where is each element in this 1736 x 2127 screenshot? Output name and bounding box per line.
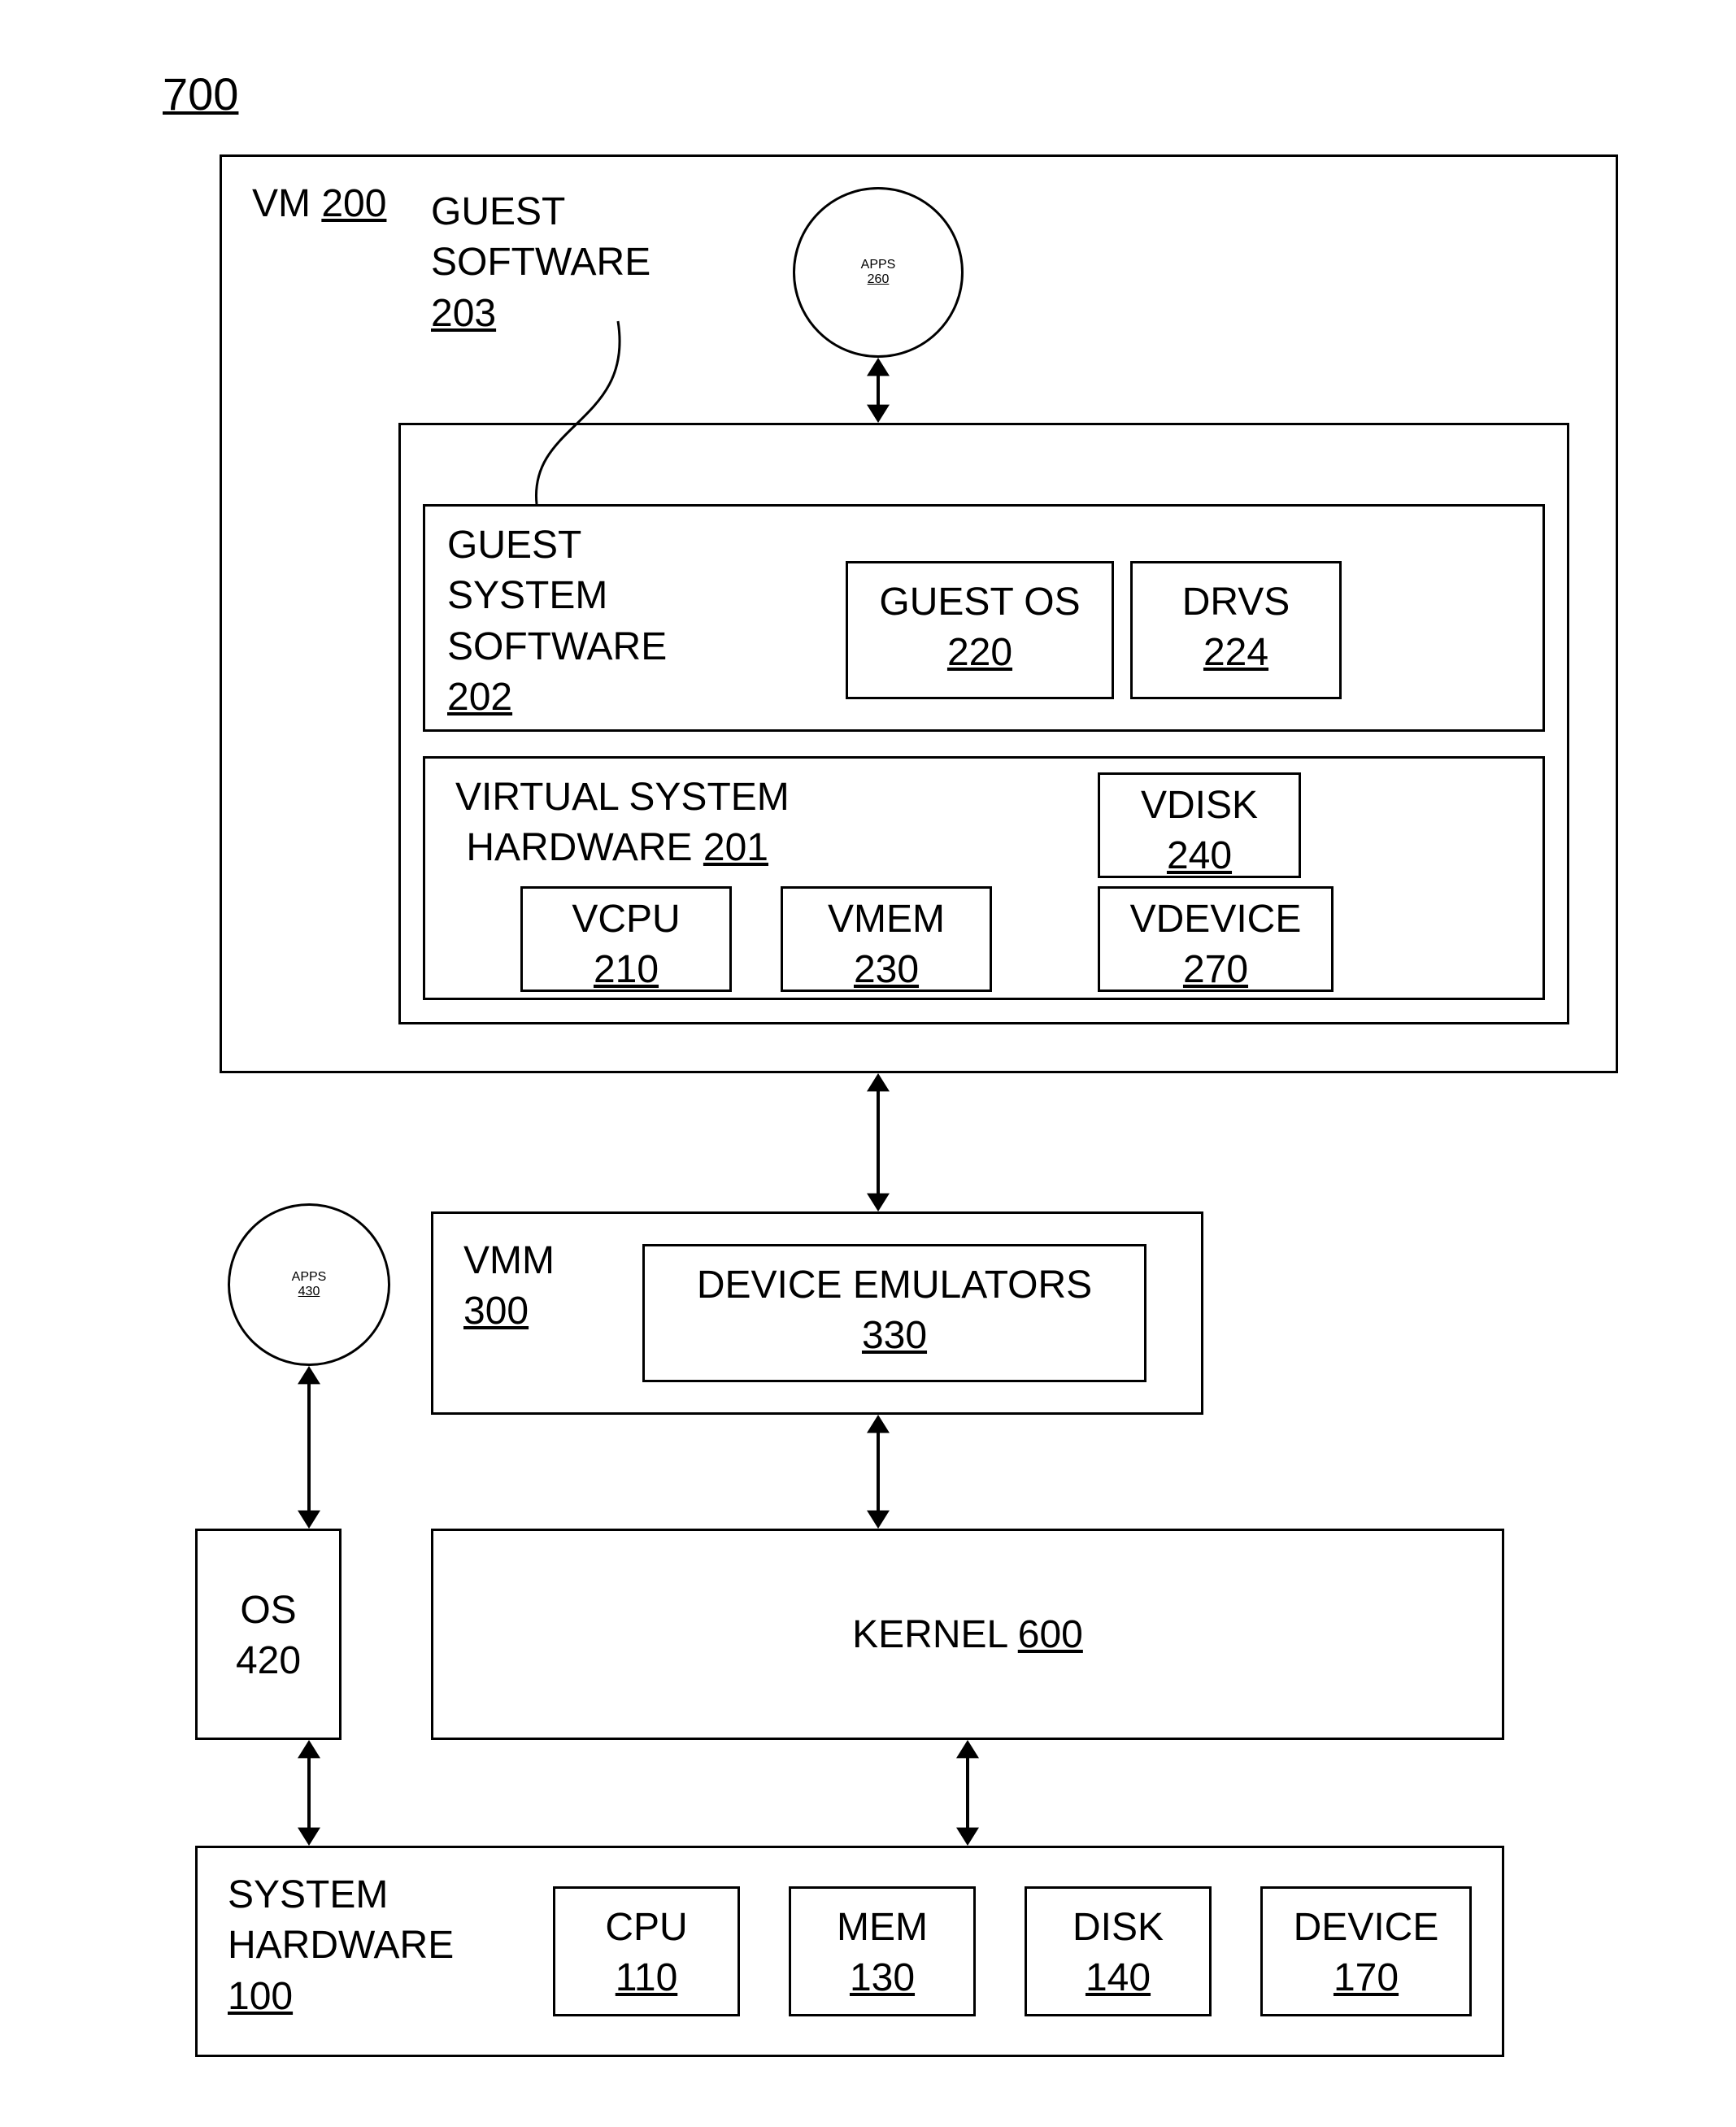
vsh-label: VIRTUAL SYSTEM HARDWARE 201: [455, 772, 790, 874]
vmm-label: VMM300: [463, 1236, 555, 1338]
guest-os-label: GUEST OS 220: [846, 577, 1114, 679]
vdevice-label: VDEVICE 270: [1098, 894, 1334, 996]
kernel-label: KERNEL 600: [431, 1610, 1504, 1660]
gss-label: GUESTSYSTEMSOFTWARE202: [447, 520, 667, 724]
host-apps-circle: APPS 430: [228, 1203, 390, 1366]
device-label: DEVICE 170: [1260, 1903, 1472, 2004]
figure-number: 700: [163, 65, 238, 124]
os-label: OS420: [195, 1585, 342, 1687]
apps-ref: 260: [868, 272, 890, 287]
host-apps-label: APPS: [292, 1270, 327, 1285]
mem-label: MEM 130: [789, 1903, 976, 2004]
vdisk-label: VDISK 240: [1098, 781, 1301, 882]
diagram-canvas: 700 VM 200 GUESTSOFTWARE203 APPS 260 GUE…: [0, 0, 1736, 2127]
host-apps-ref: 430: [298, 1285, 320, 1299]
cpu-label: CPU 110: [553, 1903, 740, 2004]
vmem-label: VMEM 230: [781, 894, 992, 996]
apps-label: APPS: [861, 258, 896, 272]
device-emulators-label: DEVICE EMULATORS 330: [642, 1260, 1146, 1362]
vm-title: VM 200: [252, 179, 386, 229]
apps-circle: APPS 260: [793, 187, 964, 358]
system-hardware-label: SYSTEMHARDWARE100: [228, 1870, 454, 2022]
drvs-label: DRVS 224: [1130, 577, 1342, 679]
guest-software-label: GUESTSOFTWARE203: [431, 187, 650, 339]
vcpu-label: VCPU 210: [520, 894, 732, 996]
disk-label: DISK 140: [1025, 1903, 1212, 2004]
